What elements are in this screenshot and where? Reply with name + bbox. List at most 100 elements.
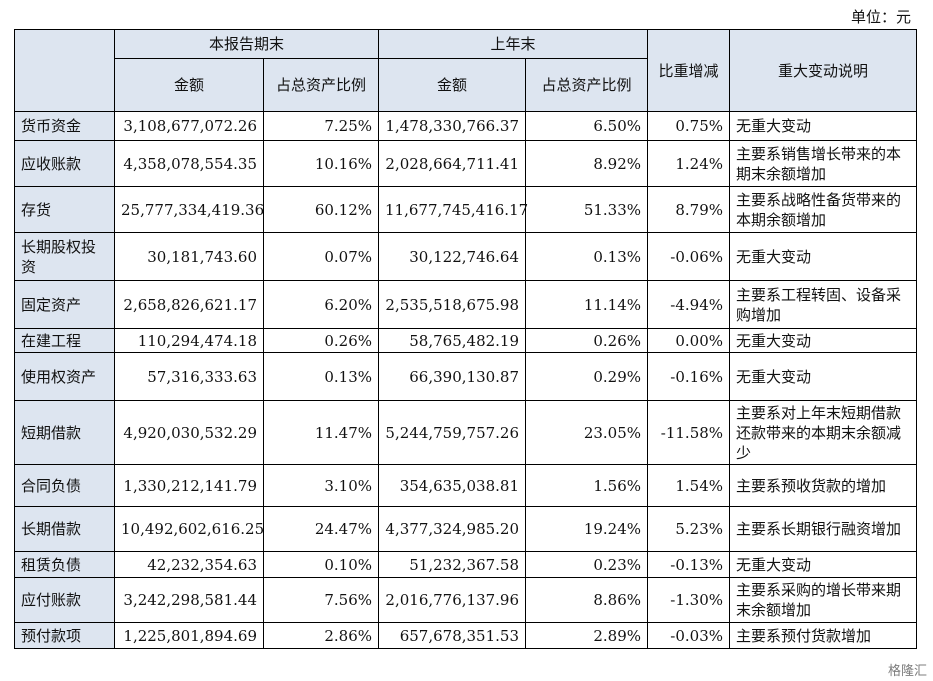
cell-prev-pct: 19.24% — [525, 506, 649, 552]
cell-change: -0.03% — [647, 622, 731, 649]
table-row: 固定资产 2,658,826,621.17 6.20% 2,535,518,675.9… — [14, 280, 918, 329]
cell-note: 无重大变动 — [729, 328, 918, 353]
header-explanation: 重大变动说明 — [729, 29, 918, 112]
cell-cur-pct: 11.47% — [262, 400, 380, 465]
cell-name: 长期借款 — [14, 506, 115, 552]
cell-prev-amt: 2,016,776,137.96 — [378, 577, 527, 623]
cell-change: 1.24% — [647, 140, 731, 187]
cell-name: 应收账款 — [14, 140, 115, 187]
cell-prev-amt: 657,678,351.53 — [378, 622, 527, 649]
header-prior-year: 上年末 — [378, 29, 649, 59]
cell-name: 固定资产 — [14, 280, 115, 329]
cell-change: 1.54% — [647, 464, 731, 507]
cell-prev-pct: 6.50% — [525, 111, 649, 141]
table-body: 货币资金 3,108,677,072.26 7.25% 1,478,330,766.3… — [14, 111, 918, 649]
table-row: 长期股权投资 30,181,743.60 0.07% 30,122,746.64 0.1… — [14, 232, 918, 281]
table-row: 长期借款 10,492,602,616.25 24.47% 4,377,324,985… — [14, 506, 918, 552]
cell-note: 无重大变动 — [729, 551, 918, 578]
cell-cur-amt: 30,181,743.60 — [114, 232, 264, 281]
cell-prev-amt: 11,677,745,416.17 — [378, 186, 528, 233]
cell-note: 主要系战略性备货带来的本期余额增加 — [729, 186, 918, 233]
cell-cur-amt: 110,294,474.18 — [114, 328, 264, 353]
cell-note: 主要系采购的增长带来期末余额增加 — [729, 577, 918, 623]
table-row: 使用权资产 57,316,333.63 0.13% 66,390,130.87 0.29… — [14, 352, 918, 401]
cell-change: -1.30% — [647, 577, 731, 623]
cell-prev-pct: 23.05% — [525, 400, 649, 465]
header-prior-amount: 金额 — [378, 58, 527, 112]
cell-cur-amt: 10,492,602,616.25 — [114, 506, 264, 552]
cell-prev-amt: 5,244,759,757.26 — [378, 400, 527, 465]
cell-note: 主要系预付货款增加 — [729, 622, 918, 649]
table-row: 预付款项 1,225,801,894.69 2.86% 657,678,351.53 2… — [14, 622, 918, 649]
cell-prev-amt: 66,390,130.87 — [378, 352, 527, 401]
cell-cur-pct: 0.13% — [262, 352, 380, 401]
cell-prev-amt: 2,535,518,675.98 — [378, 280, 527, 329]
cell-cur-amt: 1,225,801,894.69 — [114, 622, 264, 649]
balance-sheet-table: 本报告期末 上年末 比重增减 重大变动说明 金额 占总资产比例 金额 占总资产比… — [14, 29, 918, 649]
table-row: 租赁负债 42,232,354.63 0.10% 51,232,367.58 0.23%… — [14, 551, 918, 578]
cell-change: -4.94% — [647, 280, 731, 329]
cell-prev-pct: 0.29% — [525, 352, 649, 401]
cell-note: 主要系工程转固、设备采购增加 — [729, 280, 918, 329]
cell-cur-pct: 0.26% — [262, 328, 380, 353]
cell-cur-amt: 3,242,298,581.44 — [114, 577, 264, 623]
table-row: 短期借款 4,920,030,532.29 11.47% 5,244,759,757.… — [14, 400, 918, 465]
cell-prev-pct: 0.23% — [525, 551, 649, 578]
cell-prev-amt: 51,232,367.58 — [378, 551, 527, 578]
table-row: 应收账款 4,358,078,554.35 10.16% 2,028,664,711.… — [14, 140, 918, 187]
cell-change: -0.06% — [647, 232, 731, 281]
cell-change: 0.00% — [647, 328, 731, 353]
cell-prev-pct: 1.56% — [525, 464, 649, 507]
cell-cur-pct: 24.47% — [262, 506, 380, 552]
header-current-ratio: 占总资产比例 — [262, 58, 380, 112]
table-row: 存货 25,777,334,419.36 60.12% 11,677,745,416.… — [14, 186, 918, 233]
table-row: 货币资金 3,108,677,072.26 7.25% 1,478,330,766.3… — [14, 111, 918, 141]
table-row: 合同负债 1,330,212,141.79 3.10% 354,635,038.81 1… — [14, 464, 918, 507]
cell-name: 使用权资产 — [14, 352, 115, 401]
cell-cur-amt: 1,330,212,141.79 — [114, 464, 264, 507]
cell-note: 无重大变动 — [729, 232, 918, 281]
cell-prev-pct: 2.89% — [525, 622, 649, 649]
cell-prev-pct: 8.92% — [525, 140, 649, 187]
cell-prev-amt: 354,635,038.81 — [378, 464, 527, 507]
cell-prev-amt: 2,028,664,711.41 — [378, 140, 527, 187]
cell-cur-amt: 25,777,334,419.36 — [114, 186, 264, 233]
cell-prev-amt: 58,765,482.19 — [378, 328, 527, 353]
cell-prev-pct: 0.13% — [525, 232, 649, 281]
cell-cur-amt: 42,232,354.63 — [114, 551, 264, 578]
cell-prev-amt: 4,377,324,985.20 — [378, 506, 527, 552]
cell-prev-pct: 0.26% — [525, 328, 649, 353]
cell-note: 主要系对上年末短期借款还款带来的本期末余额减少 — [729, 400, 918, 465]
cell-change: 5.23% — [647, 506, 731, 552]
header-current-period: 本报告期末 — [113, 29, 380, 59]
cell-name: 租赁负债 — [14, 551, 115, 578]
cell-cur-pct: 0.10% — [262, 551, 380, 578]
header-prior-ratio: 占总资产比例 — [525, 58, 649, 112]
cell-name: 应付账款 — [14, 577, 115, 623]
cell-cur-amt: 2,658,826,621.17 — [114, 280, 264, 329]
cell-cur-pct: 7.25% — [262, 111, 380, 141]
unit-label: 单位：元 — [850, 8, 911, 26]
cell-change: 0.75% — [647, 111, 731, 141]
cell-note: 无重大变动 — [729, 111, 918, 141]
cell-name: 货币资金 — [14, 111, 115, 141]
cell-prev-pct: 51.33% — [525, 186, 649, 233]
cell-change: -0.13% — [647, 551, 731, 578]
cell-prev-pct: 11.14% — [525, 280, 649, 329]
cell-change: -11.58% — [647, 400, 731, 465]
header-current-amount: 金额 — [114, 58, 264, 112]
cell-cur-pct: 10.16% — [262, 140, 380, 187]
cell-cur-amt: 3,108,677,072.26 — [114, 111, 264, 141]
cell-note: 主要系销售增长带来的本期末余额增加 — [729, 140, 918, 187]
cell-prev-amt: 30,122,746.64 — [378, 232, 527, 281]
cell-cur-pct: 60.12% — [262, 186, 380, 233]
header-change: 比重增减 — [647, 29, 731, 112]
cell-cur-amt: 4,358,078,554.35 — [114, 140, 264, 187]
cell-cur-amt: 57,316,333.63 — [114, 352, 264, 401]
cell-cur-pct: 0.07% — [262, 232, 380, 281]
cell-note: 主要系预收货款的增加 — [729, 464, 918, 507]
cell-cur-pct: 3.10% — [262, 464, 380, 507]
watermark: 格隆汇 — [887, 664, 927, 679]
cell-name: 短期借款 — [14, 400, 115, 465]
header-blank — [14, 29, 115, 112]
